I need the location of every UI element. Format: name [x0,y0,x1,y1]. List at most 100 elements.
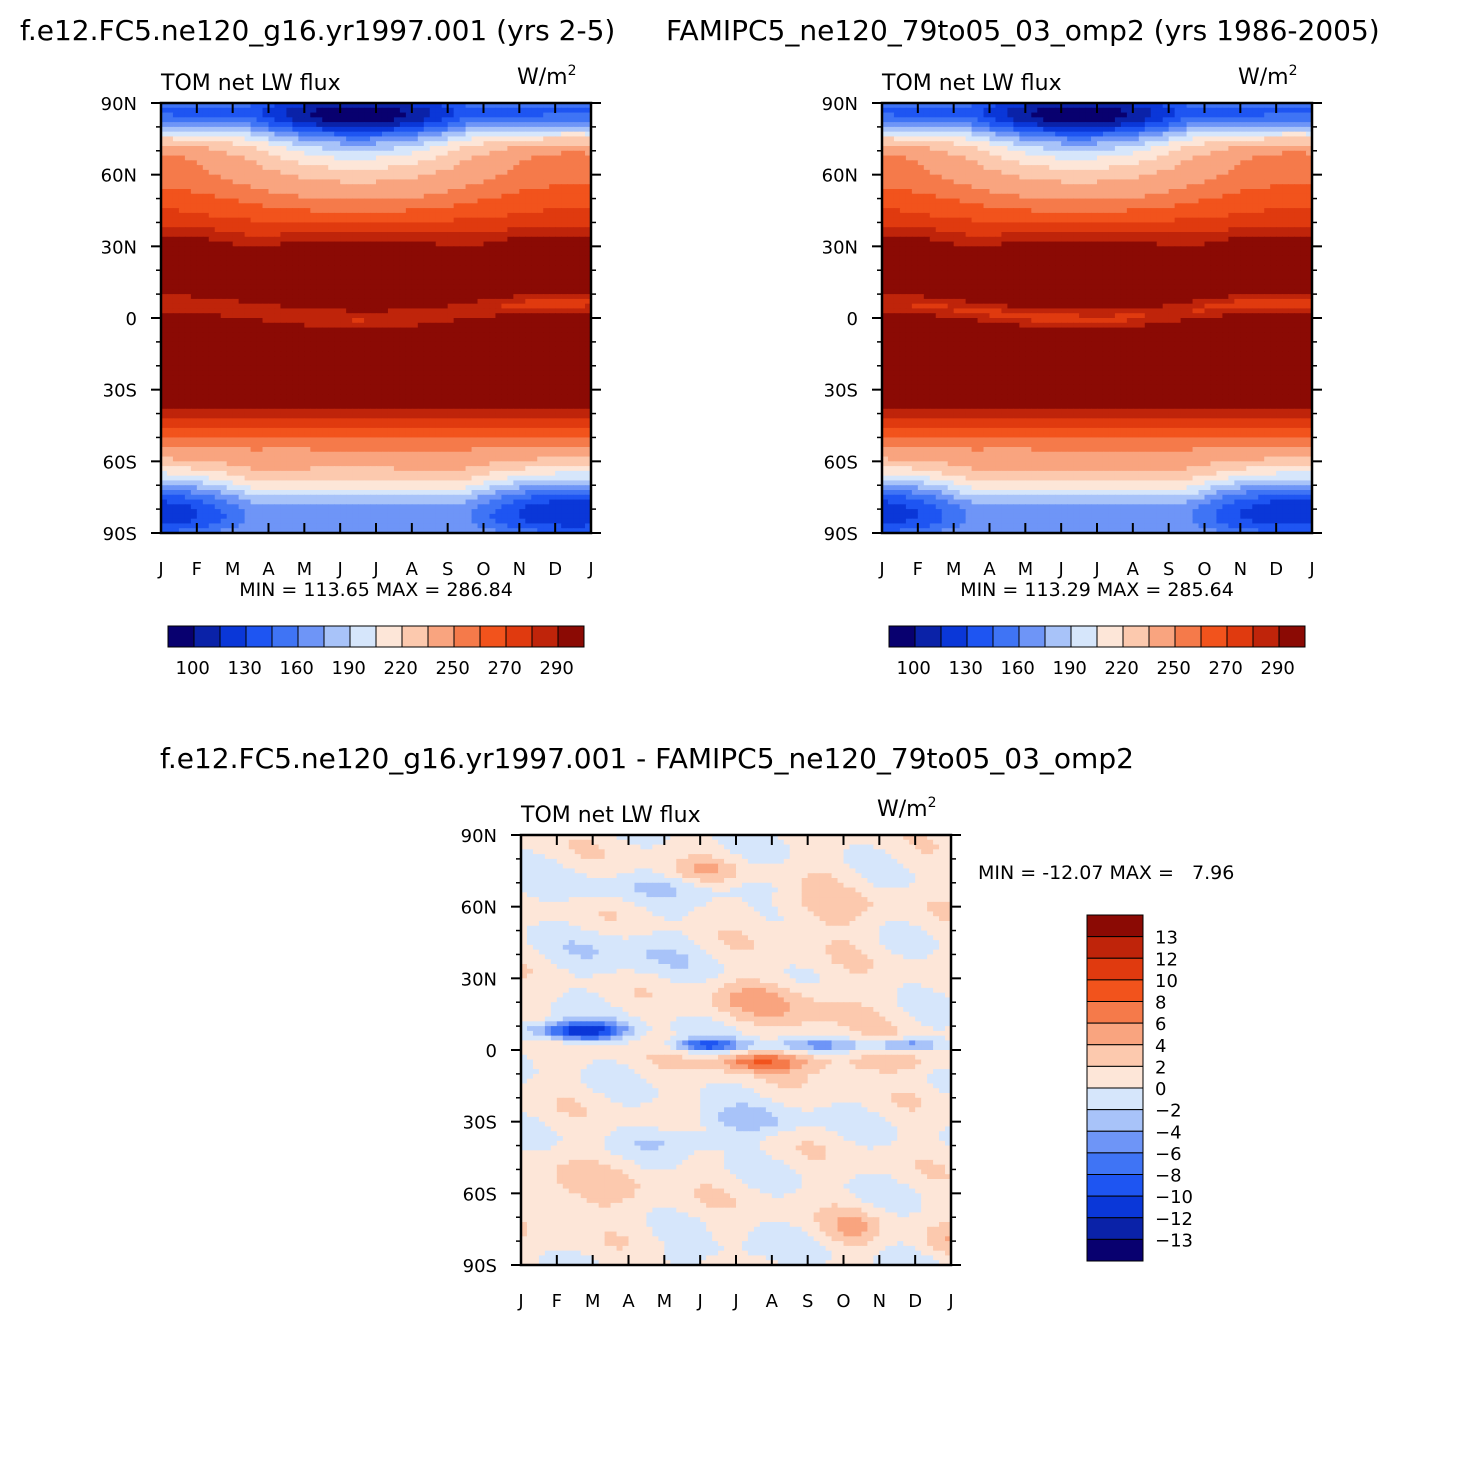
field-cell [184,427,192,434]
field-cell [310,375,317,381]
field-cell [376,365,383,372]
field-cell [232,227,240,233]
field-cell [537,184,544,190]
field-cell [274,208,282,214]
field-cell [370,260,377,267]
field-cell [555,375,562,381]
field-cell [166,394,174,400]
field-cell [417,150,425,157]
field-cell [328,337,335,343]
field-cell [232,179,240,185]
field-cell [220,160,228,166]
field-cell [519,275,526,281]
field-cell [250,423,258,429]
field-cell [358,227,365,233]
field-cell [513,361,520,367]
field-cell [196,327,204,333]
field-cell [513,189,520,195]
field-cell [435,217,443,224]
field-cell [190,337,198,343]
field-cell [202,351,210,357]
field-cell [543,117,550,123]
field-cell [286,361,293,367]
field-cell [417,394,425,400]
field-cell [280,294,288,300]
field-cell [196,413,204,419]
field-cell [585,332,592,338]
field-cell [364,107,371,114]
field-cell [417,136,425,142]
field-cell [220,169,228,176]
field-cell [226,413,234,419]
field-cell [483,284,491,290]
field-cell [429,150,437,157]
field-cell [274,313,282,319]
field-cell [328,327,335,333]
field-cell [447,389,455,396]
field-cell [501,112,508,118]
field-cell [423,126,431,133]
field-cell [495,337,503,343]
field-cell [256,165,264,171]
field-cell [411,136,419,142]
field-cell [256,126,264,133]
field-cell [298,136,305,142]
field-cell [322,351,329,357]
field-cell [525,169,532,176]
field-cell [274,413,282,419]
field-cell [477,318,485,324]
field-cell [549,313,556,319]
field-cell [387,279,395,286]
field-cell [352,384,359,391]
field-cell [196,275,204,281]
field-cell [411,356,419,362]
field-cell [256,241,264,247]
field-cell [316,294,323,300]
field-cell [292,394,299,400]
field-cell [579,384,586,391]
field-cell [334,232,341,238]
field-cell [196,126,204,133]
field-cell [435,107,443,114]
field-cell [220,279,228,286]
field-cell [178,208,186,214]
field-cell [519,251,526,257]
field-cell [381,126,389,133]
field-cell [513,136,520,142]
field-cell [399,275,407,281]
field-cell [477,384,485,391]
field-cell [483,227,491,233]
field-cell [286,308,293,314]
field-cell [172,361,180,367]
field-cell [579,370,586,376]
field-cell [190,265,198,271]
field-cell [531,179,538,185]
field-cell [531,212,538,219]
field-cell [585,169,592,176]
field-cell [483,327,491,333]
field-cell [370,208,377,214]
field-cell [352,184,359,190]
field-cell [334,112,341,118]
field-cell [250,160,258,166]
field-cell [411,146,419,152]
field-cell [190,279,198,286]
field-cell [238,279,246,286]
field-cell [184,255,192,262]
field-cell [328,236,335,243]
field-cell [393,380,401,386]
field-cell [429,332,437,338]
field-cell [531,103,538,109]
field-cell [232,432,240,439]
field-cell [561,136,568,142]
field-cell [262,236,270,243]
field-cell [280,103,288,109]
field-cell [561,122,568,128]
field-cell [531,217,538,224]
field-cell [393,404,401,410]
field-cell [322,265,329,271]
field-cell [214,117,222,123]
field-cell [567,365,574,372]
field-cell [376,255,383,262]
field-cell [232,308,240,314]
